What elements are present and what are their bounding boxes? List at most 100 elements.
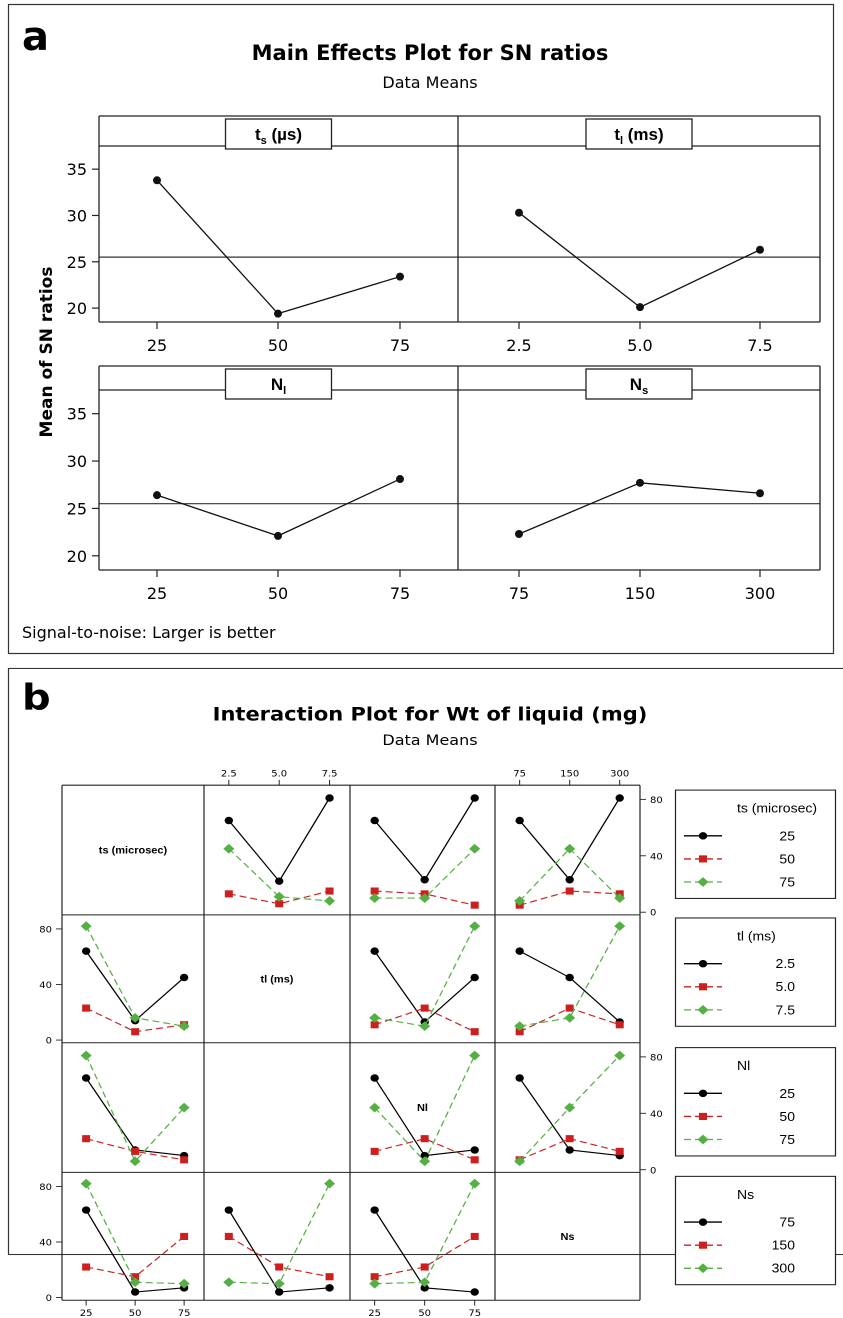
point-marker <box>514 896 526 906</box>
point-marker <box>515 816 524 825</box>
panel-b-letter: b <box>22 677 51 718</box>
interaction-line <box>228 797 331 883</box>
x-tick-label: 75 <box>390 336 410 355</box>
point-marker <box>275 1263 284 1271</box>
point-marker <box>698 959 708 968</box>
main-effect-line <box>518 482 761 535</box>
point-marker <box>178 1278 190 1289</box>
x-tick-label: 25 <box>147 584 167 603</box>
diagonal-label-1: ts (microsec) <box>99 846 167 856</box>
point-marker <box>370 1021 379 1029</box>
point-marker <box>470 901 479 909</box>
left-y-tick-label: 40 <box>39 981 52 991</box>
point-marker <box>420 1135 429 1143</box>
legend-3: Nl 25 50 75 <box>674 1047 837 1157</box>
interaction-line <box>85 925 185 1027</box>
point-marker <box>699 1112 707 1120</box>
point-marker <box>699 983 707 991</box>
point-marker <box>469 1050 481 1061</box>
legend-title: Nl <box>737 1059 750 1073</box>
point-marker <box>614 1050 626 1061</box>
point-marker <box>469 1178 481 1189</box>
diagonal-label-3: Nl <box>417 1104 428 1114</box>
point-marker <box>370 947 379 955</box>
panel-a-frame <box>7 3 835 655</box>
main-effect-point <box>515 530 523 538</box>
interaction-line <box>519 1077 620 1157</box>
x-tick-label: 300 <box>745 584 776 603</box>
interaction-line <box>85 1055 185 1163</box>
strip-label: Nl <box>271 375 286 397</box>
legend-1: ts (microsec) 25 50 75 <box>674 789 837 899</box>
y-tick-label: 35 <box>67 405 87 424</box>
point-marker <box>129 1277 141 1288</box>
x-tick-label: 2.5 <box>506 336 531 355</box>
point-marker <box>80 1050 92 1061</box>
point-marker <box>80 921 92 932</box>
panel-a-title: Main Effects Plot for SN ratios <box>252 41 609 65</box>
x-tick-label: 25 <box>147 336 167 355</box>
interaction-line <box>85 950 185 1022</box>
interaction-cell-3-1 <box>223 1178 336 1296</box>
x-tick-label: 75 <box>390 584 410 603</box>
y-tick-label: 20 <box>67 547 87 566</box>
panel-b-frame <box>7 667 843 1256</box>
strip-label-box <box>585 118 693 150</box>
main-effect-point <box>396 475 404 484</box>
point-marker <box>180 1156 189 1164</box>
legend-entry: 50 <box>779 1110 795 1124</box>
point-marker <box>615 794 624 802</box>
main-effect-point <box>274 531 282 540</box>
main-effects-panel: a Main Effects Plot for SN ratios Data Mea… <box>7 3 835 655</box>
right-y-tick-label: 80 <box>650 795 663 805</box>
bottom-x-tick-label: 50 <box>129 1309 142 1318</box>
point-marker <box>223 843 235 854</box>
top-x-tick-label: 5.0 <box>271 769 287 779</box>
y-tick-label: 35 <box>67 160 87 179</box>
point-marker <box>131 1273 140 1281</box>
point-marker <box>698 1089 708 1098</box>
point-marker <box>564 843 576 854</box>
y-tick-label: 25 <box>67 499 87 518</box>
top-x-tick-label: 2.5 <box>221 769 237 779</box>
point-marker <box>420 1004 429 1012</box>
point-marker <box>369 1012 381 1023</box>
point-marker <box>81 1206 91 1214</box>
interaction-line <box>228 1235 330 1278</box>
point-marker <box>370 1273 379 1281</box>
point-marker <box>223 1277 235 1288</box>
legend-entry: 25 <box>779 1087 795 1101</box>
panel-b-title: Interaction Plot for Wt of liquid (mg) <box>213 703 648 725</box>
main-effect-point <box>153 491 161 500</box>
y-tick-label: 20 <box>67 299 87 318</box>
point-marker <box>369 1278 381 1289</box>
point-marker <box>224 890 233 898</box>
point-marker <box>224 816 234 825</box>
panel-a-letter: a <box>22 14 49 60</box>
point-marker <box>515 947 524 955</box>
legend-entry: 25 <box>779 829 795 843</box>
interaction-line <box>374 1138 475 1161</box>
legend-entry: 7.5 <box>776 1003 795 1017</box>
main-effect-point <box>153 176 161 185</box>
interaction-line <box>85 1077 185 1157</box>
main-effect-point <box>274 309 282 318</box>
point-marker <box>324 1178 336 1189</box>
legend-entry: 300 <box>772 1261 795 1275</box>
main-effect-line <box>518 212 761 308</box>
bottom-x-tick-label: 75 <box>178 1309 191 1318</box>
point-marker <box>699 855 707 863</box>
legend-title: Ns <box>737 1188 754 1202</box>
interaction-grid <box>61 784 641 1301</box>
interaction-line <box>85 1236 185 1278</box>
point-marker <box>419 893 431 903</box>
point-marker <box>470 1028 479 1036</box>
legend-title: ts (microsec) <box>737 801 817 815</box>
point-marker <box>697 877 709 887</box>
main-effect-subplot-4: Ns 75 150 300 <box>458 368 820 603</box>
point-marker <box>324 896 336 906</box>
point-marker <box>565 973 574 982</box>
y-tick-label: 25 <box>67 253 87 272</box>
interaction-line <box>374 1235 476 1278</box>
